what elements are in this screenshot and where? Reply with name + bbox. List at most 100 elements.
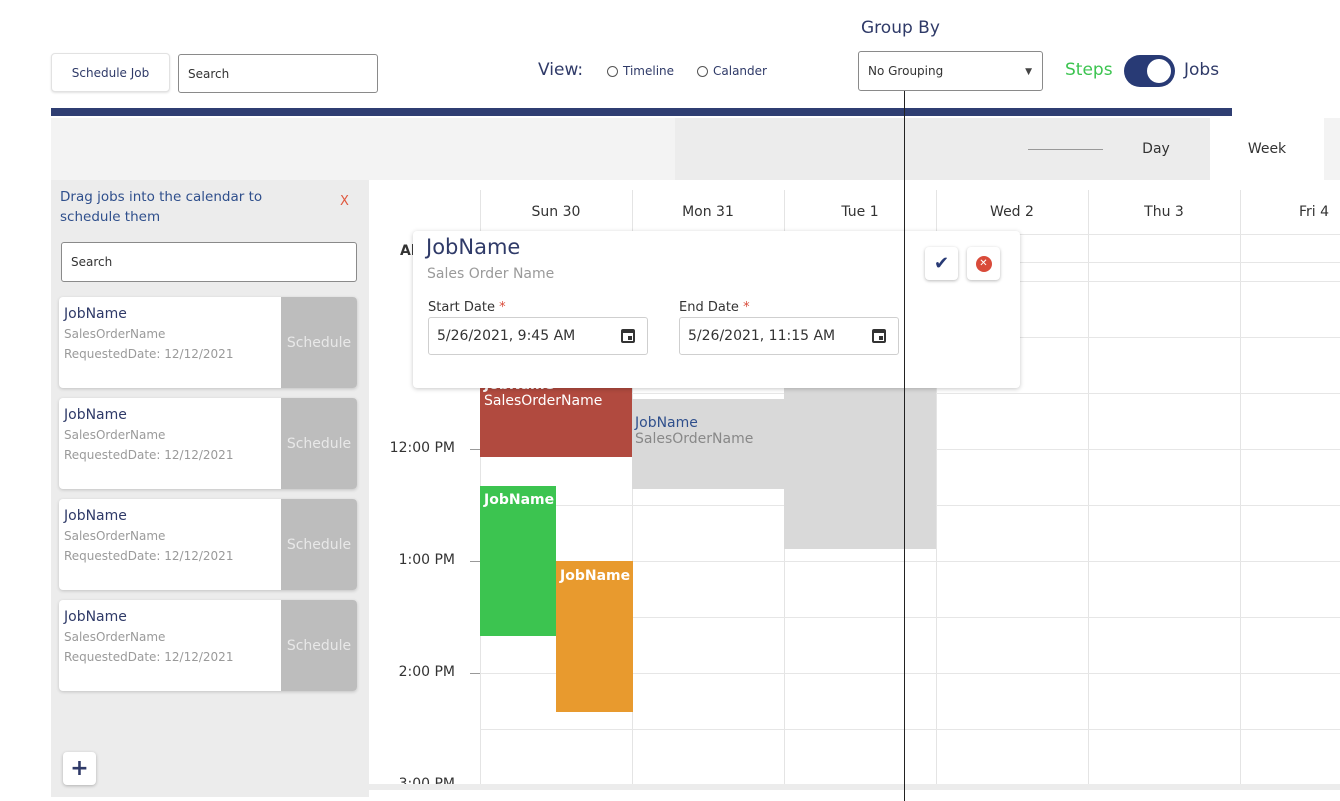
- radio-icon[interactable]: [697, 65, 708, 77]
- required-mark: *: [743, 300, 750, 315]
- grid-line: [480, 673, 1340, 674]
- job-name: JobName: [64, 306, 127, 322]
- job-name: JobName: [64, 508, 127, 524]
- start-date-label-text: Start Date: [428, 300, 495, 315]
- close-circle-icon: ✕: [975, 255, 992, 272]
- calendar-event[interactable]: JobName: [480, 486, 556, 636]
- add-job-button[interactable]: +: [63, 752, 96, 785]
- search-input[interactable]: Search: [178, 54, 378, 93]
- grid-line: [1240, 190, 1241, 790]
- grid-line: [632, 190, 633, 790]
- job-name: JobName: [64, 609, 127, 625]
- event-edit-popup: JobName Sales Order Name ✔ ✕ Start Date …: [413, 231, 1020, 388]
- steps-jobs-toggle[interactable]: [1124, 55, 1175, 87]
- all-day-label: Al: [400, 243, 416, 259]
- grid-line: [480, 617, 1340, 618]
- calendar-event[interactable]: JobName SalesOrderName: [480, 379, 632, 457]
- job-card[interactable]: JobName SalesOrderName RequestedDate: 12…: [59, 499, 357, 590]
- view-label: View:: [538, 60, 584, 80]
- end-date-field[interactable]: 5/26/2021, 11:15 AM: [679, 317, 899, 355]
- header-divider: [51, 108, 1232, 116]
- hour-tick: [470, 561, 480, 562]
- event-order-name: SalesOrderName: [484, 393, 603, 409]
- event-job-name: JobName: [635, 415, 698, 431]
- start-date-field[interactable]: 5/26/2021, 9:45 AM: [428, 317, 648, 355]
- view-option-label: Timeline: [623, 64, 675, 78]
- start-date-value: 5/26/2021, 9:45 AM: [437, 328, 576, 344]
- job-card[interactable]: JobName SalesOrderName RequestedDate: 12…: [59, 398, 357, 489]
- radio-icon[interactable]: [607, 65, 618, 77]
- calendar-scrollbar-track[interactable]: [369, 784, 1340, 790]
- header-dash: [1028, 149, 1103, 150]
- job-order: SalesOrderName: [64, 327, 166, 341]
- group-by-select[interactable]: No Grouping ▼: [858, 51, 1043, 91]
- group-by-label: Group By: [861, 18, 940, 38]
- view-option-timeline[interactable]: Timeline: [607, 64, 674, 78]
- end-date-label-text: End Date: [679, 300, 739, 315]
- sidebar-hint: Drag jobs into the calendar to schedule …: [60, 189, 263, 225]
- day-header: Mon 31: [682, 204, 734, 220]
- schedule-button[interactable]: Schedule: [281, 398, 357, 489]
- confirm-button[interactable]: ✔: [925, 247, 958, 280]
- event-job-name: JobName: [484, 492, 555, 508]
- day-header: Thu 3: [1144, 204, 1184, 220]
- schedule-button[interactable]: Schedule: [281, 600, 357, 691]
- calendar-icon[interactable]: [621, 329, 635, 343]
- job-requested-date: RequestedDate: 12/12/2021: [64, 650, 234, 664]
- drag-indicator-line: [904, 91, 905, 801]
- time-label: 2:00 PM: [398, 664, 455, 680]
- job-requested-date: RequestedDate: 12/12/2021: [64, 448, 234, 462]
- popup-subtitle: Sales Order Name: [427, 266, 555, 282]
- schedule-button[interactable]: Schedule: [281, 499, 357, 590]
- check-icon: ✔: [933, 253, 950, 274]
- unscheduled-jobs-panel: Drag jobs into the calendar to schedule …: [51, 180, 369, 797]
- toggle-jobs-label: Jobs: [1184, 60, 1220, 80]
- time-label: 1:00 PM: [398, 552, 455, 568]
- toggle-knob: [1147, 59, 1171, 83]
- sidebar-search-input[interactable]: Search: [61, 242, 357, 282]
- day-header: Fri 4: [1299, 204, 1330, 220]
- job-card[interactable]: JobName SalesOrderName RequestedDate: 12…: [59, 297, 357, 388]
- job-order: SalesOrderName: [64, 529, 166, 543]
- grid-line: [1088, 190, 1089, 790]
- header-shade: [675, 118, 1210, 180]
- grid-line: [480, 561, 1340, 562]
- view-option-calander[interactable]: Calander: [697, 64, 767, 78]
- grid-line: [480, 729, 1340, 730]
- day-header: Sun 30: [531, 204, 581, 220]
- time-label: 12:00 PM: [389, 440, 455, 456]
- tab-day[interactable]: Day: [1142, 141, 1170, 157]
- schedule-button[interactable]: Schedule: [281, 297, 357, 388]
- hour-tick: [470, 673, 480, 674]
- scheduler-header: Day Week: [51, 118, 1340, 180]
- job-name: JobName: [64, 407, 127, 423]
- job-requested-date: RequestedDate: 12/12/2021: [64, 549, 234, 563]
- calendar-event[interactable]: JobName: [556, 561, 633, 712]
- calendar-event[interactable]: JobName SalesOrderName: [632, 399, 784, 489]
- job-order: SalesOrderName: [64, 428, 166, 442]
- caret-down-icon: ▼: [1025, 67, 1032, 77]
- day-header: Tue 1: [841, 204, 879, 220]
- end-date-value: 5/26/2021, 11:15 AM: [688, 328, 836, 344]
- view-option-label: Calander: [713, 64, 767, 78]
- job-order: SalesOrderName: [64, 630, 166, 644]
- start-date-label: Start Date *: [428, 300, 506, 315]
- popup-title: JobName: [426, 235, 521, 259]
- day-header: Wed 2: [990, 204, 1034, 220]
- calendar-icon[interactable]: [872, 329, 886, 343]
- hour-tick: [470, 449, 480, 450]
- job-card[interactable]: JobName SalesOrderName RequestedDate: 12…: [59, 600, 357, 691]
- event-job-name: JobName: [560, 568, 631, 584]
- job-requested-date: RequestedDate: 12/12/2021: [64, 347, 234, 361]
- required-mark: *: [499, 300, 506, 315]
- calendar-event[interactable]: [784, 379, 936, 549]
- grid-line: [936, 190, 937, 790]
- end-date-label: End Date *: [679, 300, 750, 315]
- cancel-button[interactable]: ✕: [967, 247, 1000, 280]
- group-by-value: No Grouping: [868, 64, 944, 78]
- tab-week[interactable]: Week: [1210, 118, 1324, 180]
- close-sidebar-button[interactable]: X: [340, 194, 349, 209]
- schedule-job-button[interactable]: Schedule Job: [51, 53, 170, 92]
- toggle-steps-label: Steps: [1065, 60, 1113, 80]
- event-order-name: SalesOrderName: [635, 431, 754, 447]
